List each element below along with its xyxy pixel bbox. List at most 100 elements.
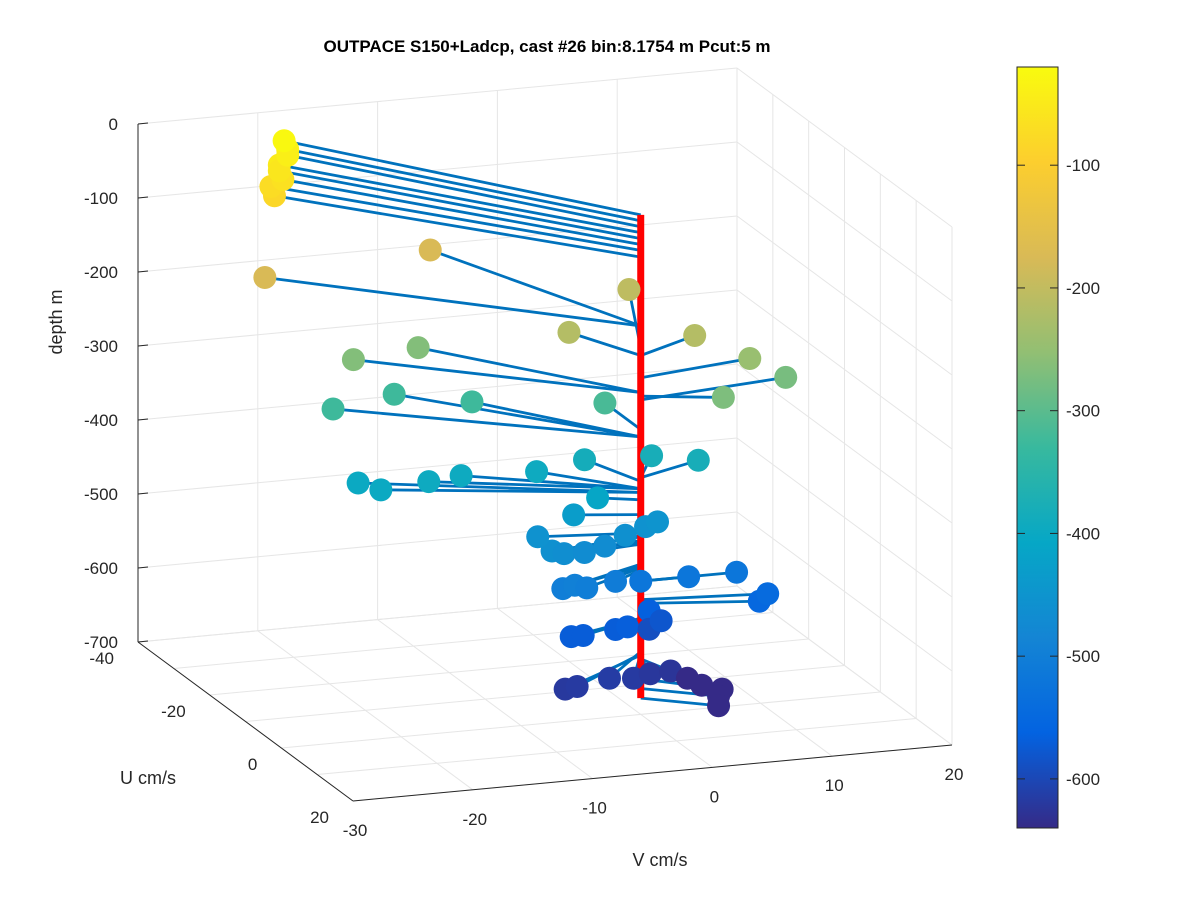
axes <box>137 124 953 802</box>
z-tick-label: -400 <box>84 411 118 430</box>
y-axis-label: U cm/s <box>120 768 176 788</box>
grid-line <box>736 363 953 524</box>
data-point <box>573 448 597 472</box>
u-axis-line <box>137 641 354 802</box>
stem-line <box>536 470 641 491</box>
data-point <box>575 576 599 600</box>
stem-line <box>279 163 641 235</box>
stem-line <box>332 407 641 439</box>
z-tick-label: -700 <box>84 633 118 652</box>
data-point <box>617 278 641 301</box>
grid-line <box>137 363 738 421</box>
colorbar-tick-label: -300 <box>1066 402 1100 421</box>
v-tick-label: -10 <box>582 799 607 818</box>
stem-line <box>283 139 642 217</box>
stem-line <box>471 400 642 439</box>
data-point <box>774 365 798 389</box>
stem-line <box>264 276 641 328</box>
data-point <box>756 582 780 606</box>
stem-line <box>279 169 641 240</box>
stem-line <box>287 147 642 223</box>
z-tick-label: -600 <box>84 559 118 578</box>
colorbar: -100 -200 -300 -400 -500 -600 <box>1016 66 1100 829</box>
grid-line <box>281 691 881 749</box>
z-tick-mark <box>137 418 149 421</box>
data-point <box>571 624 595 648</box>
stem-line <box>640 357 751 380</box>
data-point <box>686 448 710 472</box>
colorbar-tick-label: -100 <box>1066 156 1100 175</box>
grid-line <box>209 638 809 696</box>
grid-line <box>736 67 953 228</box>
stem-line <box>270 185 641 252</box>
stem-line <box>640 696 719 708</box>
u-tick-label: 20 <box>310 808 329 827</box>
z-tick-mark <box>137 566 149 569</box>
stem-line <box>461 474 641 491</box>
data-point <box>572 540 596 564</box>
data-point <box>341 348 365 372</box>
data-point <box>272 129 296 153</box>
u-tick-label: -20 <box>161 702 186 721</box>
u-tick-label: -40 <box>89 649 114 668</box>
data-point <box>369 478 393 502</box>
colorbar-tick-label: -200 <box>1066 279 1100 298</box>
grid-line <box>736 141 953 302</box>
grid-line <box>173 612 773 669</box>
data-point <box>346 471 370 495</box>
data-point <box>646 510 670 534</box>
data-point <box>613 523 637 547</box>
v-tick-label: 0 <box>710 787 719 806</box>
v-tick-label: -20 <box>463 810 488 829</box>
stem-line <box>287 153 642 229</box>
z-tick-mark <box>137 492 149 495</box>
grid-line <box>736 289 953 450</box>
stem-line <box>568 331 642 357</box>
u-tick-label: 0 <box>248 755 257 774</box>
stem-line <box>640 592 768 602</box>
grid-line <box>736 437 953 598</box>
z-tick-mark <box>137 270 149 273</box>
data-point <box>562 503 586 527</box>
data-point <box>382 382 406 406</box>
stem-line <box>640 599 760 605</box>
z-tick-mark <box>137 344 149 347</box>
data-point <box>406 336 430 360</box>
data-point <box>629 569 653 593</box>
z-tick-label: -200 <box>84 263 118 282</box>
z-tick-label: -300 <box>84 337 118 356</box>
data-point <box>640 444 664 468</box>
data-point <box>593 534 617 558</box>
data-point <box>638 662 662 686</box>
data-point <box>557 320 581 344</box>
data-point <box>449 464 473 488</box>
data-points <box>253 129 798 718</box>
grid-line <box>317 718 917 775</box>
data-point <box>711 385 735 409</box>
grid-line <box>736 511 953 672</box>
v-tick-label: 10 <box>825 776 844 795</box>
v-axis-line <box>352 744 953 802</box>
tick-labels: 0-100-200-300-400-500-600-700-40-20020-3… <box>84 115 963 840</box>
data-point <box>649 609 673 633</box>
colorbar-gradient <box>1016 66 1059 829</box>
data-point <box>253 265 277 289</box>
colorbar-tick-label: -600 <box>1066 770 1100 789</box>
stems <box>264 139 786 708</box>
data-point <box>417 470 441 494</box>
data-point <box>707 694 731 718</box>
grid-line <box>137 437 738 495</box>
data-point <box>586 486 610 510</box>
grid-line <box>245 665 845 722</box>
stem-line <box>417 346 642 394</box>
stem-line <box>429 248 642 328</box>
data-point <box>604 569 628 593</box>
data-point <box>738 347 762 371</box>
grid-line <box>137 141 738 199</box>
data-point <box>321 397 345 421</box>
colorbar-tick-label: -500 <box>1066 647 1100 666</box>
data-point <box>526 525 550 549</box>
colorbar-tick-label: -400 <box>1066 524 1100 543</box>
stem-line <box>282 178 641 246</box>
